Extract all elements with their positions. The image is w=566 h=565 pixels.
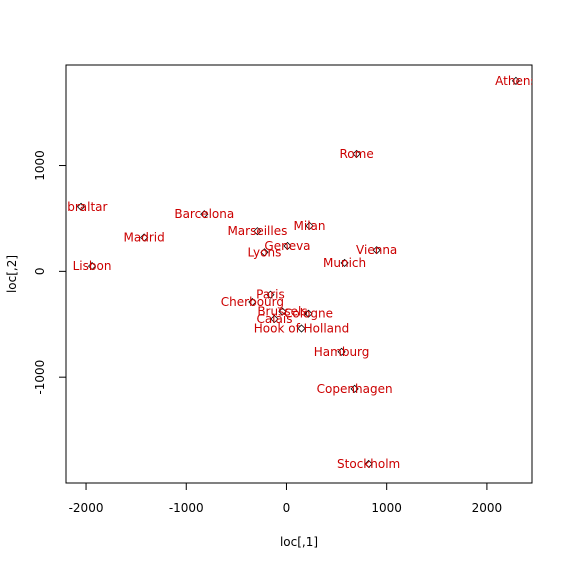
x-tick-label: -2000 [69,501,104,515]
point-label: Copenhagen [317,382,393,396]
point-label: Lisbon [73,259,112,273]
point-label: Brussels [257,305,307,319]
point-marker [372,246,381,255]
point-marker [278,307,287,316]
point-label: Munich [323,256,366,270]
point-marker [305,221,314,230]
point-marker [364,459,373,469]
point-label: Madrid [124,230,165,244]
point-marker [200,210,209,219]
y-tick-label: -1000 [33,360,47,395]
point-marker [337,347,346,356]
point-marker [350,384,359,393]
x-tick-label: -1000 [169,501,204,515]
point-label: Marseilles [227,224,287,238]
point-marker [248,297,257,307]
point-marker [340,258,349,267]
point-label: Paris [256,288,285,302]
x-tick-label: 0 [283,501,291,515]
x-tick-label: 2000 [472,501,503,515]
y-axis-label: loc[,2] [5,255,19,293]
x-axis-label: loc[,1] [280,535,318,549]
point-marker [283,241,292,251]
point-label: Cherbourg [221,295,284,309]
plot-frame [65,64,533,484]
point-marker [253,227,262,236]
x-tick-label: 1000 [371,501,402,515]
y-tick-label: 1000 [33,150,47,181]
point-label: Athens [495,74,537,88]
point-marker [140,233,149,242]
point-marker [304,309,313,318]
point-label: Gibraltar [55,200,108,214]
point-marker [511,76,521,85]
point-marker [76,202,86,211]
point-marker [270,314,279,324]
y-tick-label: 0 [33,268,47,276]
point-marker [297,324,306,333]
point-label: Geneva [264,239,310,253]
point-label: Cologne [284,307,333,321]
point-marker [352,149,361,158]
point-marker [260,248,269,257]
data-points: Athens Rome Gibraltar Barcelona Madrid Marsei… [55,74,537,471]
point-label: Hamburg [314,345,370,359]
point-label: Stockholm [337,457,400,471]
point-label: Vienna [356,243,397,257]
point-marker [266,290,275,299]
x-axis: -2000 -1000 0 1000 2000 [69,482,503,515]
point-label: Barcelona [174,207,234,221]
point-label: Rome [340,147,374,161]
y-axis: -1000 0 1000 [33,150,67,395]
point-label: Hook of Holland [254,321,349,335]
point-label: Lyons [247,245,281,259]
point-label: Calais [256,312,292,326]
point-label: Milan [294,219,326,233]
point-marker [87,261,97,271]
